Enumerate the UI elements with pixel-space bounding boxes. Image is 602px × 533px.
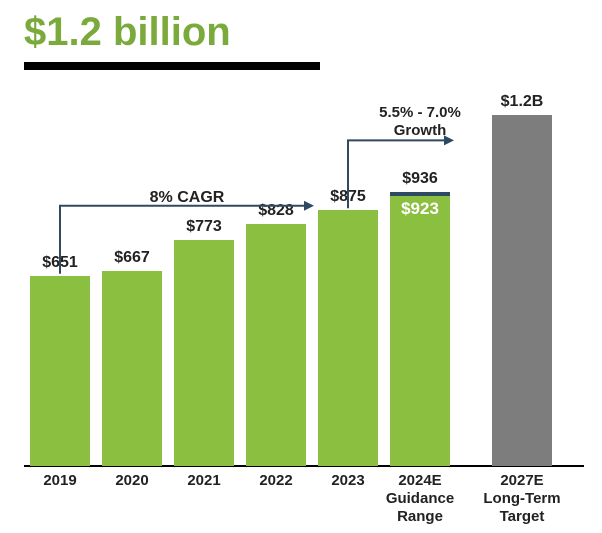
revenue-bar-chart: $6512019$6672020$7732021$8282022$8752023… — [30, 86, 578, 466]
x-label-2024e: 2024EGuidanceRange — [375, 472, 465, 526]
title-underline — [24, 62, 320, 70]
page-title: $1.2 billion — [24, 10, 231, 55]
growth-label: 5.5% - 7.0%Growth — [368, 104, 472, 140]
x-label-2027e: 2027ELong-TermTarget — [477, 472, 567, 526]
growth-arrow — [30, 86, 578, 466]
